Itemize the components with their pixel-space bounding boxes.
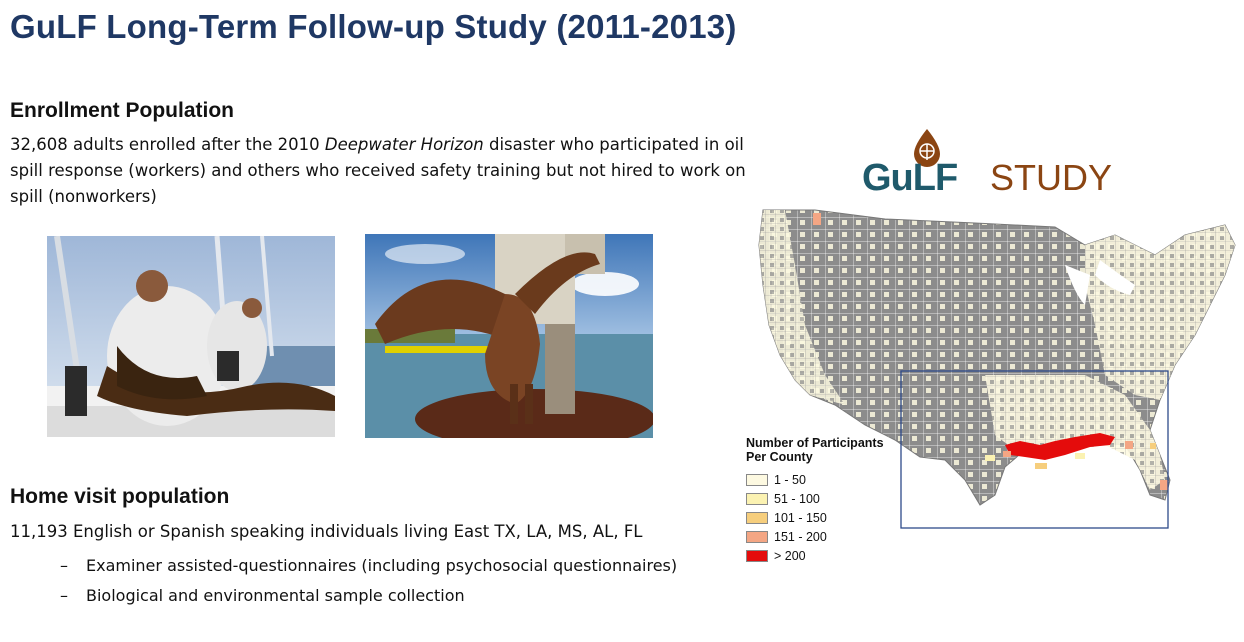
home-visit-heading: Home visit population: [10, 485, 230, 508]
slide-title: GuLF Long-Term Follow-up Study (2011-201…: [10, 8, 737, 45]
bullet-item: – Biological and environmental sample co…: [60, 581, 677, 611]
logo-gulf-text: GuLF: [862, 157, 958, 199]
home-visit-text: 11,193 English or Spanish speaking indiv…: [10, 522, 643, 541]
legend-swatch: [746, 511, 768, 524]
bullet-text: Examiner assisted-questionnaires (includ…: [86, 556, 678, 575]
legend-item: > 200: [746, 546, 906, 565]
legend-label: 101 - 150: [774, 510, 827, 525]
legend-label: 151 - 200: [774, 529, 827, 544]
legend-label: > 200: [774, 548, 806, 563]
bullet-item: – Examiner assisted-questionnaires (incl…: [60, 551, 677, 581]
logo-study-text: STUDY: [990, 157, 1113, 198]
legend-item: 151 - 200: [746, 527, 906, 546]
legend-item: 101 - 150: [746, 508, 906, 527]
legend-swatch: [746, 530, 768, 543]
us-county-map: [755, 205, 1244, 535]
enrollment-text-before: 32,608 adults enrolled after the 2010: [10, 135, 325, 154]
legend-swatch: [746, 492, 768, 505]
legend-label: 1 - 50: [774, 472, 806, 487]
legend-swatch: [746, 473, 768, 486]
enrollment-heading: Enrollment Population: [10, 99, 234, 122]
bullet-text: Biological and environmental sample coll…: [86, 586, 465, 605]
legend-item: 51 - 100: [746, 489, 906, 508]
worker-photo: [47, 236, 335, 437]
enrollment-text-italic: Deepwater Horizon: [324, 135, 484, 154]
bullet-marker: –: [60, 586, 68, 605]
drop-icon: [914, 129, 940, 167]
legend-item: 1 - 50: [746, 470, 906, 489]
pelican-photo: [365, 234, 653, 438]
gulf-study-logo: GuLF STUDY: [862, 127, 1124, 199]
home-visit-bullets: – Examiner assisted-questionnaires (incl…: [60, 551, 677, 611]
legend-label: 51 - 100: [774, 491, 820, 506]
map-legend: Number of Participants Per County 1 - 50…: [746, 436, 906, 565]
legend-swatch: [746, 549, 768, 562]
gulf-region-box: [900, 370, 1169, 529]
gulf-coast-high: [1005, 433, 1115, 460]
legend-title: Number of Participants Per County: [746, 436, 884, 464]
bullet-marker: –: [60, 556, 68, 575]
enrollment-text: 32,608 adults enrolled after the 2010 De…: [10, 132, 750, 210]
enrollment-text-after: disaster who participated in oil spill r…: [10, 135, 746, 206]
map-svg: [758, 209, 1236, 529]
